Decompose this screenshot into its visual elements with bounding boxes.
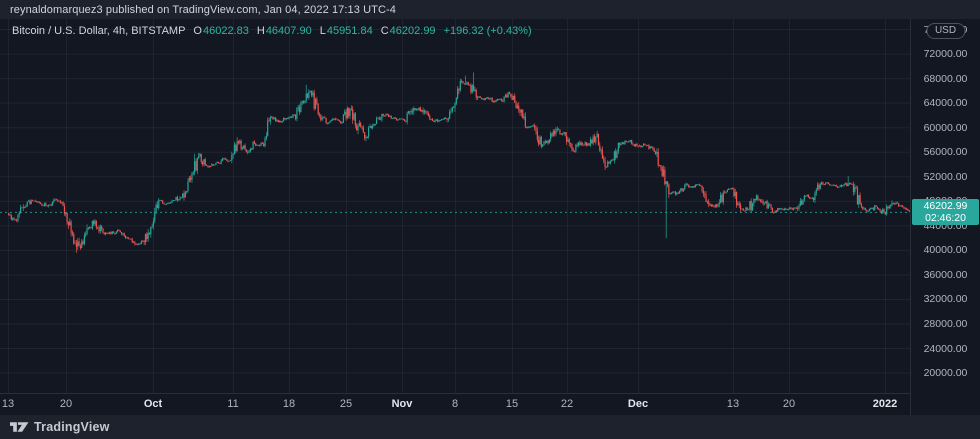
- currency-toggle-button[interactable]: USD: [925, 23, 966, 39]
- symbol-legend: Bitcoin / U.S. Dollar, 4h, BITSTAMP O 460…: [12, 25, 532, 37]
- time-axis-label: Oct: [143, 398, 163, 410]
- price-axis-label: 40000.00: [923, 244, 968, 257]
- publish-bar: reynaldomarquez3 published on TradingVie…: [0, 0, 980, 19]
- time-axis-label: 20: [782, 398, 796, 410]
- time-axis-label: 8: [451, 398, 459, 410]
- time-axis-label: 22: [560, 398, 574, 410]
- time-axis[interactable]: 13 20 Oct 11 18 25 Nov 8 15 22 Dec 13 20 2022: [0, 393, 980, 415]
- price-axis-label: 20000.00: [923, 367, 968, 380]
- footer-bar: TradingView: [0, 415, 980, 439]
- price-axis-label: 68000.00: [923, 72, 968, 85]
- time-axis-label: 13: [726, 398, 740, 410]
- ohlc-close: C 46202.99: [380, 25, 436, 37]
- chart-area[interactable]: Bitcoin / U.S. Dollar, 4h, BITSTAMP O 460…: [0, 19, 980, 415]
- price-axis-label: 56000.00: [923, 146, 968, 159]
- symbol-title[interactable]: Bitcoin / U.S. Dollar, 4h, BITSTAMP: [12, 25, 186, 37]
- time-axis-label: 15: [505, 398, 519, 410]
- bar-countdown: 02:46:20: [925, 212, 966, 225]
- price-axis-label: 60000.00: [923, 121, 968, 134]
- price-axis-label: 24000.00: [923, 342, 968, 355]
- price-axis[interactable]: USD 46202.99 02:46:20 76000.0072000.0068…: [910, 19, 980, 415]
- price-axis-label: 52000.00: [923, 170, 968, 183]
- tradingview-logo[interactable]: TradingView: [10, 420, 110, 435]
- last-price-badge: 46202.99 02:46:20: [912, 199, 979, 226]
- time-axis-label: Dec: [627, 398, 649, 410]
- price-axis-label: 36000.00: [923, 268, 968, 281]
- time-axis-label: 13: [1, 398, 15, 410]
- price-axis-label: 72000.00: [923, 48, 968, 61]
- price-axis-label: 28000.00: [923, 318, 968, 331]
- last-price: 46202.99: [923, 200, 968, 213]
- time-axis-label: Nov: [391, 398, 413, 410]
- time-axis-label: 11: [227, 398, 239, 410]
- publish-info: reynaldomarquez3 published on TradingVie…: [10, 3, 397, 16]
- ohlc-high: H 46407.90: [256, 25, 312, 37]
- time-axis-label: 20: [59, 398, 73, 410]
- price-axis-label: 64000.00: [923, 97, 968, 110]
- time-axis-label: 25: [339, 398, 353, 410]
- price-axis-label: 32000.00: [923, 293, 968, 306]
- change-value: +196.32 (+0.43%): [443, 25, 532, 37]
- candlestick-chart[interactable]: [0, 19, 910, 393]
- ohlc-low: L 45951.84: [319, 25, 373, 37]
- time-axis-label: 18: [282, 398, 296, 410]
- time-axis-label: 2022: [872, 398, 898, 410]
- tradingview-logo-icon: [10, 421, 29, 432]
- ohlc-open: O 46022.83: [193, 25, 249, 37]
